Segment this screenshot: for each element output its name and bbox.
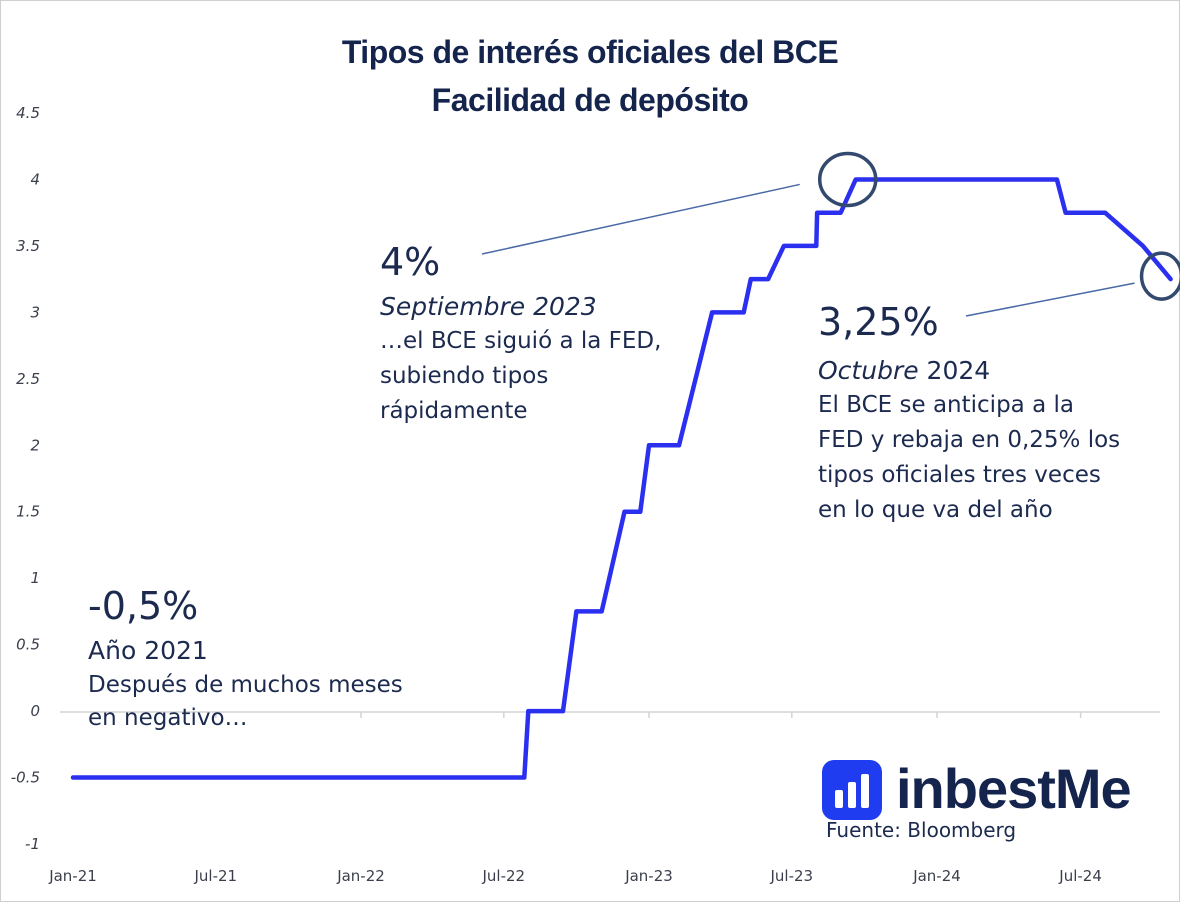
y-tick-label: 4.5	[16, 104, 40, 122]
inbestme-logo: inbestMe	[822, 757, 1162, 820]
chart-title: Tipos de interés oficiales del BCE	[341, 34, 839, 70]
annotation-2024-line3: tipos oficiales tres veces	[818, 462, 1101, 488]
annotation-2023-period: Septiembre 2023	[380, 292, 597, 321]
annotation-2021: -0,5% Año 2021 Después de muchos meses e…	[88, 584, 403, 736]
x-tick-label: Jul-23	[770, 867, 814, 885]
y-tick-label: -1	[25, 835, 40, 853]
annotation-2023-value: 4%	[380, 240, 441, 284]
annotation-2023-line3: rápidamente	[380, 398, 528, 424]
annotation-2024-year: 2024	[918, 356, 991, 385]
chart-subtitle: Facilidad de depósito	[431, 82, 749, 118]
peak-highlight-circle	[817, 151, 878, 208]
y-tick-label: 3	[30, 303, 40, 321]
y-tick-label: 4	[30, 170, 40, 188]
y-tick-label: 0	[30, 702, 40, 720]
logo-text: inbestMe	[896, 757, 1132, 820]
x-tick-label: Jan-21	[48, 867, 97, 885]
y-tick-label: 0.5	[16, 636, 40, 654]
x-tick-label: Jul-24	[1058, 867, 1102, 885]
latest-highlight-circle	[1139, 251, 1180, 301]
annotation-2024-month: Octubre	[818, 356, 919, 385]
annotation-2023-line1: …el BCE siguió a la FED,	[380, 328, 662, 354]
callout-line-latest	[965, 282, 1135, 317]
x-tick-label: Jul-21	[194, 867, 238, 885]
annotation-2024-line2: FED y rebaja en 0,25% los	[818, 427, 1121, 453]
bar-chart-icon	[822, 760, 882, 820]
annotation-2024-line4: en lo que va del año	[818, 497, 1053, 523]
series-line	[70, 177, 1173, 780]
annotation-2024-line1: El BCE se anticipa a la	[818, 392, 1074, 418]
y-tick-label: -0.5	[11, 769, 40, 787]
annotation-2021-line1: Después de muchos meses	[88, 672, 403, 698]
annotation-2021-value: -0,5%	[88, 584, 199, 628]
annotation-2024-period: Octubre 2024	[818, 354, 1120, 388]
annotation-2023: 4% Septiembre 2023 …el BCE siguió a la F…	[380, 240, 661, 429]
annotation-2021-period: Año 2021	[88, 636, 208, 665]
annotation-2021-line2: en negativo…	[88, 705, 248, 731]
y-tick-label: 1.5	[16, 503, 40, 521]
x-tick-label: Jan-22	[336, 867, 385, 885]
y-tick-label: 1	[30, 569, 40, 587]
annotation-2023-line2: subiendo tipos	[380, 363, 549, 389]
y-tick-label: 2.5	[16, 370, 40, 388]
source-note: Fuente: Bloomberg	[826, 818, 1017, 842]
callout-line-peak	[481, 183, 800, 255]
x-tick-label: Jul-22	[482, 867, 526, 885]
x-tick-label: Jan-23	[624, 867, 673, 885]
annotation-2024-value: 3,25%	[818, 300, 939, 344]
y-tick-label: 3.5	[16, 237, 40, 255]
y-tick-label: 2	[30, 436, 40, 454]
x-tick-label: Jan-24	[912, 867, 961, 885]
annotation-2024: 3,25% Octubre 2024 El BCE se anticipa a …	[818, 300, 1120, 528]
